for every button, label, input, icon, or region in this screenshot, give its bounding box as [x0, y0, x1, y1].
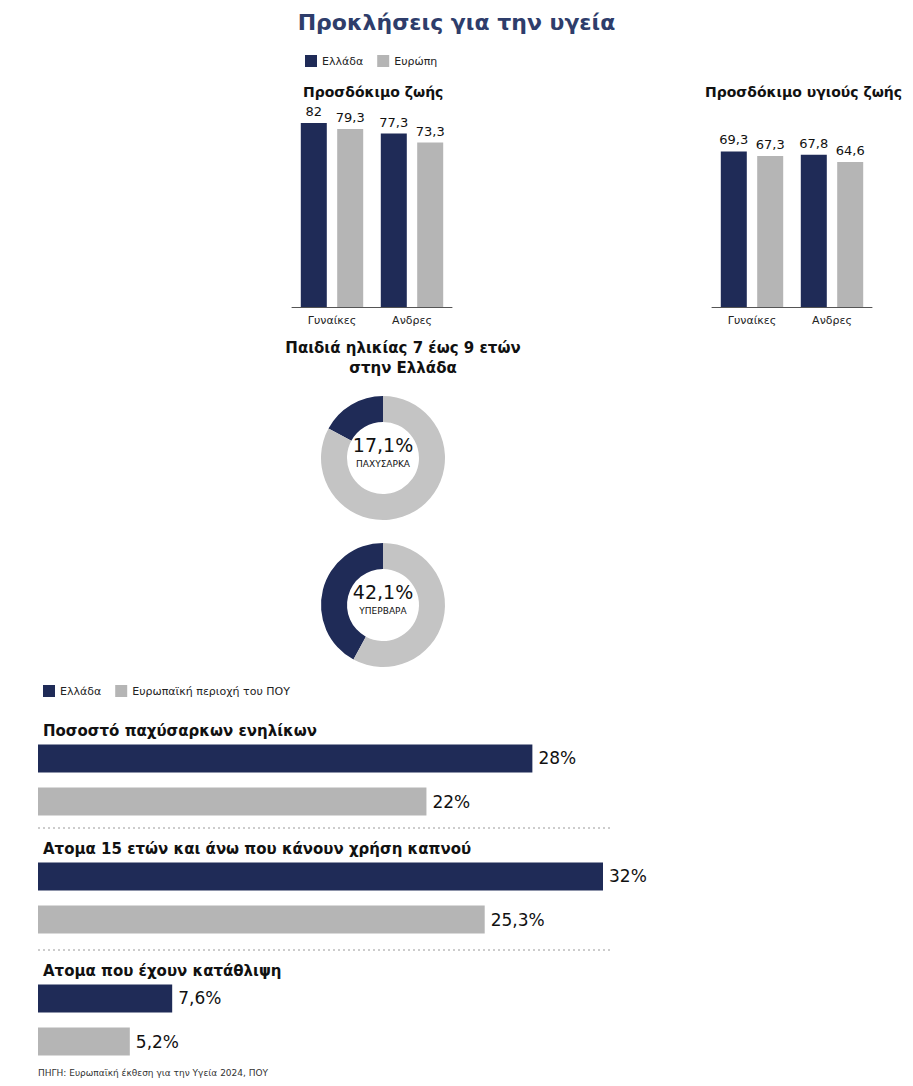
svg-text:στην Ελλάδα: στην Ελλάδα — [349, 359, 457, 377]
svg-text:Ευρωπαϊκή περιοχή του ΠΟΥ: Ευρωπαϊκή περιοχή του ΠΟΥ — [132, 685, 290, 698]
svg-text:7,6%: 7,6% — [178, 988, 221, 1008]
svg-text:Παιδιά ηλικίας 7 έως 9 ετών: Παιδιά ηλικίας 7 έως 9 ετών — [285, 339, 520, 357]
svg-text:28%: 28% — [538, 748, 576, 768]
svg-text:Ευρώπη: Ευρώπη — [394, 55, 437, 68]
svg-text:Γυναίκες: Γυναίκες — [728, 314, 777, 327]
svg-text:82: 82 — [306, 104, 323, 119]
svg-text:Ελλάδα: Ελλάδα — [322, 55, 363, 68]
svg-text:ΠΑΧΥΣΑΡΚΑ: ΠΑΧΥΣΑΡΚΑ — [356, 459, 411, 469]
svg-text:67,3: 67,3 — [756, 137, 785, 152]
svg-text:32%: 32% — [609, 866, 647, 886]
svg-text:42,1%: 42,1% — [353, 581, 413, 603]
svg-text:64,6: 64,6 — [836, 143, 865, 158]
svg-text:Ποσοστό παχύσαρκων ενηλίκων: Ποσοστό παχύσαρκων ενηλίκων — [43, 722, 317, 740]
svg-text:Προσδόκιμο ζωής: Προσδόκιμο ζωής — [303, 84, 443, 100]
svg-text:Ελλάδα: Ελλάδα — [60, 685, 101, 698]
svg-text:Γυναίκες: Γυναίκες — [308, 314, 357, 327]
svg-text:5,2%: 5,2% — [136, 1032, 179, 1052]
svg-text:22%: 22% — [432, 792, 470, 812]
svg-text:ΠΗΓΗ: Ευρωπαϊκή έκθεση για την: ΠΗΓΗ: Ευρωπαϊκή έκθεση για την Υγεία 202… — [38, 1068, 269, 1078]
svg-text:Ανδρες: Ανδρες — [812, 314, 852, 327]
svg-text:Προσδόκιμο υγιούς ζωής: Προσδόκιμο υγιούς ζωής — [705, 84, 902, 100]
svg-text:73,3: 73,3 — [416, 124, 445, 139]
svg-text:17,1%: 17,1% — [353, 434, 413, 456]
svg-text:Προκλήσεις για την υγεία: Προκλήσεις για την υγεία — [298, 10, 616, 35]
svg-text:ΥΠΕΡΒΑΡΑ: ΥΠΕΡΒΑΡΑ — [358, 606, 407, 616]
svg-text:Ανδρες: Ανδρες — [392, 314, 432, 327]
svg-text:Ατομα 15 ετών και άνω που κάνο: Ατομα 15 ετών και άνω που κάνουν χρήση κ… — [43, 840, 471, 858]
svg-text:69,3: 69,3 — [719, 132, 748, 147]
svg-text:25,3%: 25,3% — [491, 910, 545, 930]
svg-text:Ατομα που έχουν κατάθλιψη: Ατομα που έχουν κατάθλιψη — [43, 962, 282, 980]
svg-text:77,3: 77,3 — [379, 115, 408, 130]
svg-text:79,3: 79,3 — [336, 110, 365, 125]
svg-text:67,8: 67,8 — [799, 136, 828, 151]
